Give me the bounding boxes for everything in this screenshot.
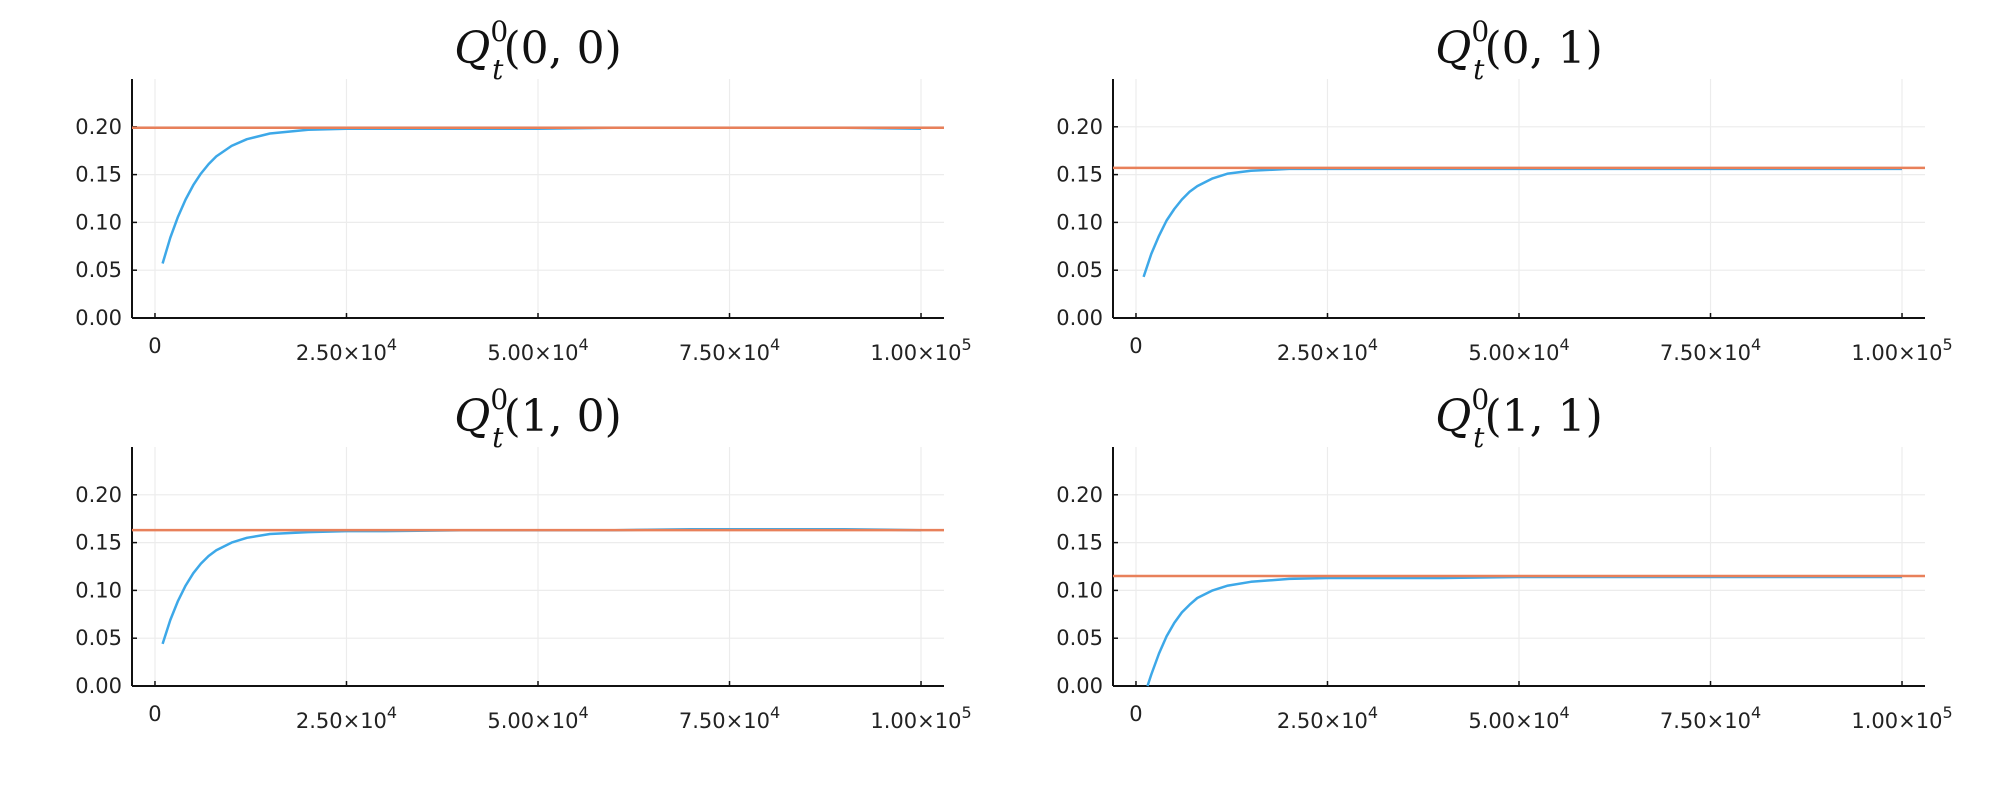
- y-tick-label: 0.05: [75, 258, 122, 282]
- x-tick-label: 1.00×105: [1851, 703, 1952, 733]
- x-tick-label: 0: [1129, 702, 1142, 726]
- series-line: [161, 527, 922, 645]
- subplot-1: 0.00 0.05 0.10 0.15 0.20 0 2.50×104 5.00×104 7.5…: [75, 15, 971, 365]
- series-line: [1146, 575, 1902, 687]
- y-tick-label: 0.20: [1056, 483, 1103, 507]
- y-tick-label: 0.20: [75, 483, 122, 507]
- x-tick-label: 5.00×104: [1468, 335, 1569, 365]
- subplot-4: 0.00 0.05 0.10 0.15 0.20 0 2.50×104 5.00×104 7.5…: [1056, 383, 1952, 733]
- y-tick-label: 0.15: [1056, 531, 1103, 555]
- x-tick-label: 7.50×104: [1660, 335, 1761, 365]
- y-tick-label: 0.15: [75, 531, 122, 555]
- x-tick-label: 1.00×105: [870, 335, 971, 365]
- y-tick-label: 0.20: [75, 115, 122, 139]
- x-tick-label: 0: [1129, 334, 1142, 358]
- x-tick-label: 7.50×104: [679, 335, 780, 365]
- y-tick-label: 0.10: [75, 210, 122, 234]
- y-tick-label: 0.10: [75, 578, 122, 602]
- x-tick-label: 5.00×104: [1468, 703, 1569, 733]
- y-tick-label: 0.05: [1056, 258, 1103, 282]
- x-tick-label: 2.50×104: [296, 335, 397, 365]
- x-tick-label: 1.00×105: [1851, 335, 1952, 365]
- subplot-title: Q0 t(0, 1): [1435, 15, 1602, 86]
- y-tick-label: 0.05: [75, 626, 122, 650]
- y-tick-label: 0.00: [75, 306, 122, 330]
- x-tick-label: 5.00×104: [487, 703, 588, 733]
- x-tick-label: 2.50×104: [296, 703, 397, 733]
- x-tick-label: 0: [148, 334, 161, 358]
- series-line: [161, 126, 922, 264]
- x-tick-label: 2.50×104: [1277, 703, 1378, 733]
- subplot-title: Q0 t(1, 1): [1435, 383, 1602, 454]
- y-tick-label: 0.00: [75, 674, 122, 698]
- y-tick-label: 0.05: [1056, 626, 1103, 650]
- y-tick-label: 0.00: [1056, 306, 1103, 330]
- y-tick-label: 0.00: [1056, 674, 1103, 698]
- x-tick-label: 2.50×104: [1277, 335, 1378, 365]
- y-tick-label: 0.10: [1056, 578, 1103, 602]
- y-tick-label: 0.10: [1056, 210, 1103, 234]
- subplot-3: 0.00 0.05 0.10 0.15 0.20 0 2.50×104 5.00×104 7.5…: [75, 383, 971, 733]
- y-tick-label: 0.20: [1056, 115, 1103, 139]
- subplot-2: 0.00 0.05 0.10 0.15 0.20 0 2.50×104 5.00×104 7.5…: [1056, 15, 1952, 365]
- y-tick-label: 0.15: [1056, 163, 1103, 187]
- x-tick-label: 7.50×104: [679, 703, 780, 733]
- x-tick-label: 7.50×104: [1660, 703, 1761, 733]
- x-tick-label: 1.00×105: [870, 703, 971, 733]
- subplot-title: Q0 t(0, 0): [454, 15, 621, 86]
- subplot-title: Q0 t(1, 0): [454, 383, 621, 454]
- x-tick-label: 0: [148, 702, 161, 726]
- y-tick-label: 0.15: [75, 163, 122, 187]
- x-tick-label: 5.00×104: [487, 335, 588, 365]
